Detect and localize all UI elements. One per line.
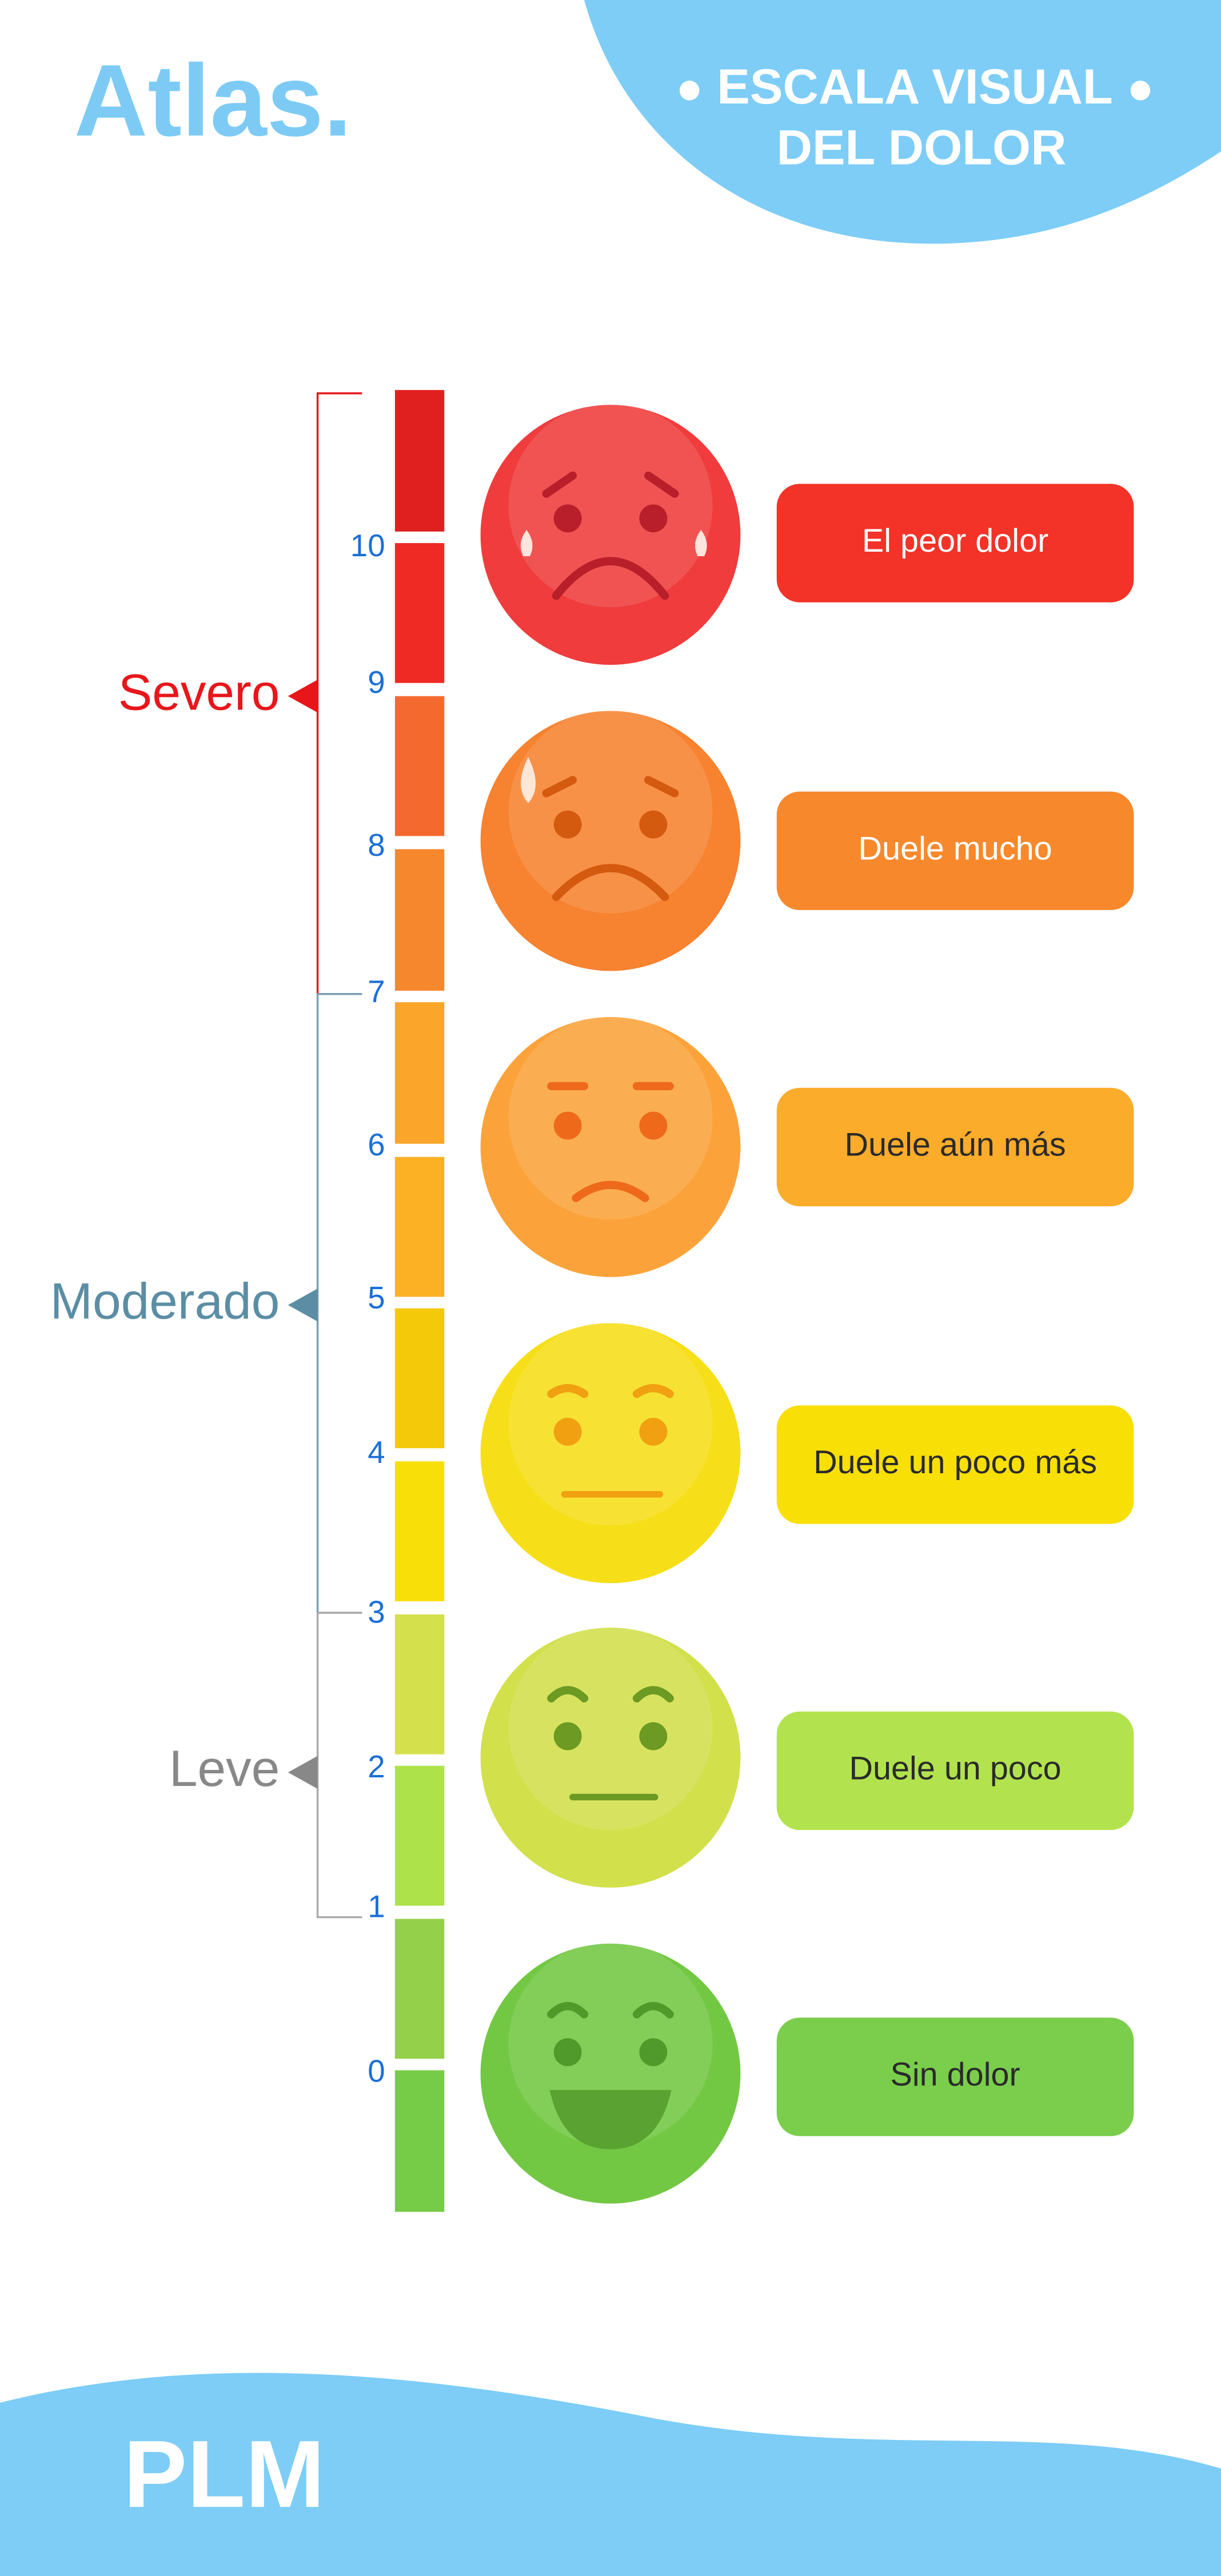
face-eye [553,1722,582,1750]
header-blob [584,0,1221,244]
scale-number: 7 [368,974,385,1009]
face [480,711,741,971]
level-arrow [288,1289,318,1322]
face [480,405,741,665]
scale-number: 1 [368,1889,385,1924]
scale-number: 0 [368,2053,385,2089]
face-eye [639,810,668,839]
label-box [776,1087,1134,1207]
face-eye [639,1111,668,1140]
face-eye [639,504,668,533]
scale-number: 2 [368,1749,385,1784]
title-dot [1130,81,1151,101]
face-eye [639,1417,668,1446]
face-label: Duele aún más [844,1127,1066,1163]
face-brow [542,776,577,797]
face-mouth [552,864,669,902]
face-mouth [572,1181,649,1202]
scale-segment [394,1157,445,1297]
label-box [776,2017,1134,2136]
footer-brand: PLM [123,2421,325,2527]
face-brow [632,2002,674,2019]
face-eye [639,1722,668,1750]
scale-number: 8 [368,827,385,863]
level-arrow [288,1756,318,1789]
scale-number: 10 [350,528,385,563]
label-box [776,1405,1134,1524]
face-eye [639,2038,668,2067]
face-shine [508,1015,713,1220]
face-brow [547,1686,589,1702]
face [480,1323,741,1584]
face-shine [508,1321,713,1526]
level-label: Moderado [50,1272,280,1329]
scale-segment [394,1614,445,1754]
scale-segment [394,543,445,683]
scale-segment [394,1308,445,1449]
face-shine [508,403,713,608]
level-arrow [288,679,318,713]
face-brow [632,1384,674,1398]
scale-segment [394,2070,445,2212]
level-bracket [316,992,362,1614]
scale-number: 4 [368,1434,385,1470]
face-eye [553,504,582,533]
scale-segment [394,849,445,991]
scale-segment [394,1461,445,1601]
title-dot [679,81,700,101]
face-eye [553,2038,582,2067]
scale-segment [394,1765,445,1906]
footer-wave [0,2372,1221,2576]
face-tear [695,529,707,556]
scale-number: 9 [368,664,385,700]
title-line: ESCALA VISUAL [717,59,1113,114]
label-box [776,484,1134,603]
face-label: El peor dolor [862,523,1048,559]
scale-number: 3 [368,1594,385,1629]
face-eye [553,810,582,839]
label-box [776,791,1134,910]
face-mouth [552,557,669,600]
scale-segment [394,390,445,532]
face-label: Duele un poco [849,1750,1061,1787]
face-brow [542,471,577,498]
level-label: Leve [169,1740,280,1797]
level-label: Severo [118,663,280,720]
face-label: Duele un poco más [813,1444,1097,1481]
label-box [776,1711,1134,1831]
face-brow [547,1384,589,1398]
face-label: Sin dolor [890,2056,1020,2093]
title-line: DEL DOLOR [777,121,1067,176]
scale-number: 5 [368,1280,385,1315]
face-sweat [521,757,536,803]
level-bracket [316,1612,362,1919]
scale-segment [394,1919,445,2059]
face-tear [520,529,533,556]
face-mouth [549,2089,672,2150]
face-brow [547,2002,589,2019]
face-shine [508,709,713,914]
face-brow [644,776,679,797]
face [480,1628,741,1888]
face [480,1017,741,1277]
level-bracket [316,392,362,995]
face [480,1943,741,2204]
face-eye [553,1111,582,1140]
scale-segment [394,696,445,836]
scale-number: 6 [368,1127,385,1162]
face-shine [508,1626,713,1831]
face-eye [553,1417,582,1446]
brand: Atlas. [74,43,352,157]
face-brow [644,471,679,498]
scale-segment [394,1002,445,1144]
face-label: Duele mucho [858,830,1052,867]
face-brow [632,1686,674,1702]
